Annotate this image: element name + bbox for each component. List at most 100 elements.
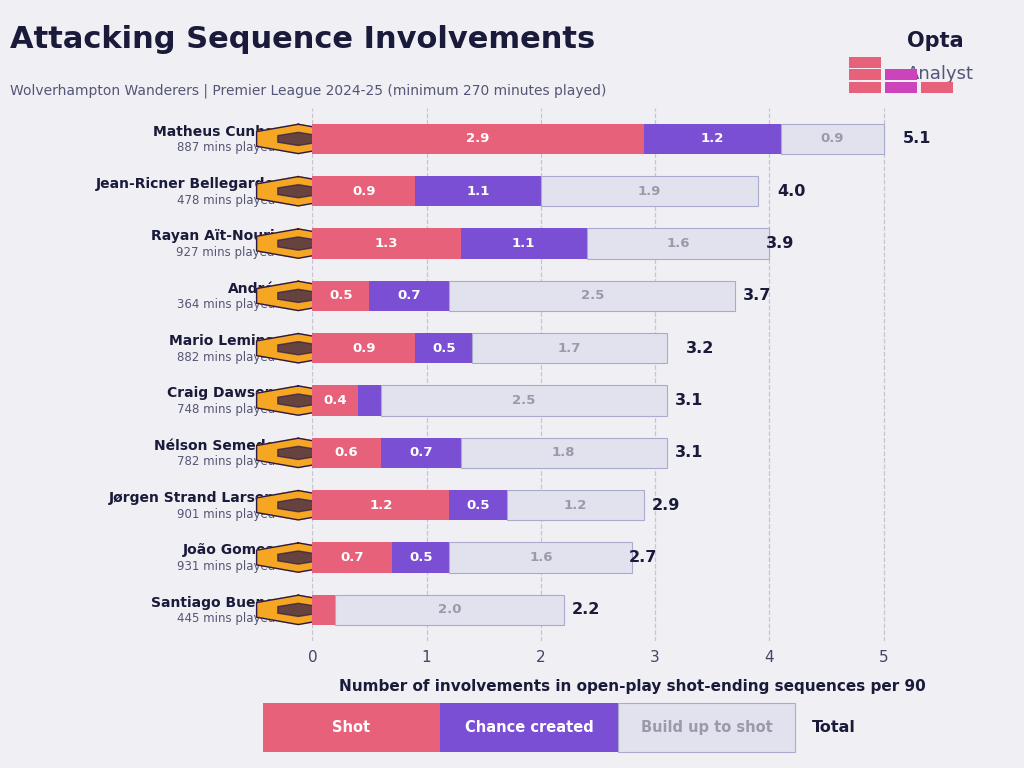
Polygon shape [257, 124, 340, 154]
Text: 3.9: 3.9 [766, 236, 795, 251]
Text: Wolverhampton Wanderers | Premier League 2024-25 (minimum 270 minutes played): Wolverhampton Wanderers | Premier League… [10, 84, 606, 98]
Polygon shape [257, 386, 340, 415]
Text: Nélson Semedo: Nélson Semedo [154, 439, 274, 452]
Text: 0.9: 0.9 [352, 185, 376, 197]
Bar [781, 124, 884, 154]
Bar [358, 386, 381, 415]
Text: 0.5: 0.5 [432, 342, 456, 355]
Text: 4.0: 4.0 [777, 184, 806, 199]
Text: 0.5: 0.5 [466, 498, 489, 511]
Text: Jørgen Strand Larsen: Jørgen Strand Larsen [109, 491, 274, 505]
Polygon shape [257, 229, 340, 258]
Text: 1.8: 1.8 [552, 446, 575, 459]
Polygon shape [257, 491, 340, 520]
Text: Santiago Bueno: Santiago Bueno [151, 595, 274, 610]
Polygon shape [278, 237, 318, 250]
Text: 0.5: 0.5 [410, 551, 433, 564]
Bar [335, 594, 564, 625]
Text: Analyst: Analyst [907, 65, 974, 83]
Polygon shape [257, 177, 340, 206]
Bar [312, 281, 370, 311]
Text: 1.3: 1.3 [375, 237, 398, 250]
Text: 1.6: 1.6 [529, 551, 553, 564]
Text: João Gomes: João Gomes [183, 543, 274, 558]
Text: 2.9: 2.9 [651, 498, 680, 513]
Polygon shape [278, 184, 318, 198]
Bar [415, 333, 472, 363]
Text: 2.2: 2.2 [571, 602, 600, 617]
Text: Matheus Cunha: Matheus Cunha [154, 124, 274, 138]
Polygon shape [278, 394, 318, 407]
Text: 0.6: 0.6 [335, 446, 358, 459]
Bar [472, 333, 667, 363]
Bar [312, 124, 644, 154]
FancyBboxPatch shape [617, 703, 796, 753]
Text: Jean-Ricner Bellegarde: Jean-Ricner Bellegarde [96, 177, 274, 191]
Text: 478 mins played: 478 mins played [176, 194, 274, 207]
Bar [312, 438, 381, 468]
Polygon shape [257, 281, 340, 310]
Text: 364 mins played: 364 mins played [176, 298, 274, 311]
Bar [392, 542, 450, 573]
Bar [921, 81, 952, 93]
Bar [644, 124, 781, 154]
Text: Rayan Aït-Nouri: Rayan Aït-Nouri [152, 230, 274, 243]
Text: 0.9: 0.9 [352, 342, 376, 355]
Text: 901 mins played: 901 mins played [176, 508, 274, 521]
Text: 2.5: 2.5 [581, 290, 604, 303]
Text: 3.2: 3.2 [686, 341, 715, 356]
Text: Mario Lemina: Mario Lemina [169, 334, 274, 348]
Polygon shape [257, 595, 340, 624]
Bar [312, 176, 415, 207]
Text: Build up to shot: Build up to shot [641, 720, 772, 735]
Text: 1.1: 1.1 [466, 185, 489, 197]
X-axis label: Number of involvements in open-play shot-ending sequences per 90: Number of involvements in open-play shot… [339, 678, 926, 694]
Bar [381, 438, 461, 468]
Polygon shape [278, 446, 318, 459]
FancyBboxPatch shape [440, 703, 617, 753]
Text: 931 mins played: 931 mins played [176, 560, 274, 573]
Polygon shape [257, 439, 340, 468]
Text: 748 mins played: 748 mins played [176, 403, 274, 416]
Bar [370, 281, 450, 311]
Text: 3.1: 3.1 [675, 393, 703, 408]
Text: 445 mins played: 445 mins played [176, 612, 274, 625]
Text: 887 mins played: 887 mins played [177, 141, 274, 154]
Polygon shape [257, 333, 340, 363]
Text: 3.1: 3.1 [675, 445, 703, 460]
Text: 0.4: 0.4 [324, 394, 347, 407]
Bar [450, 542, 633, 573]
Bar [849, 57, 881, 68]
Bar [461, 228, 587, 259]
Text: 1.1: 1.1 [512, 237, 536, 250]
Polygon shape [257, 543, 340, 572]
Polygon shape [278, 498, 318, 511]
Polygon shape [278, 551, 318, 564]
Text: 1.7: 1.7 [558, 342, 582, 355]
Text: 2.7: 2.7 [629, 550, 657, 565]
Text: 1.6: 1.6 [667, 237, 690, 250]
Polygon shape [278, 290, 318, 303]
Text: 0.7: 0.7 [341, 551, 365, 564]
Bar [507, 490, 644, 521]
Text: 0.5: 0.5 [329, 290, 352, 303]
Text: 927 mins played: 927 mins played [176, 246, 274, 259]
Text: 0.7: 0.7 [397, 290, 421, 303]
Bar [312, 228, 461, 259]
Bar [849, 69, 881, 80]
Bar [312, 333, 415, 363]
Bar [312, 490, 450, 521]
Polygon shape [278, 604, 318, 617]
Bar [849, 81, 881, 93]
Bar [415, 176, 541, 207]
Text: 2.9: 2.9 [466, 132, 489, 145]
Bar [312, 542, 392, 573]
Bar [461, 438, 667, 468]
Text: André: André [228, 282, 274, 296]
Bar [312, 594, 335, 625]
Text: Chance created: Chance created [465, 720, 593, 735]
Bar [450, 490, 507, 521]
Text: Opta: Opta [907, 31, 964, 51]
Bar [587, 228, 769, 259]
Text: Attacking Sequence Involvements: Attacking Sequence Involvements [10, 25, 596, 55]
